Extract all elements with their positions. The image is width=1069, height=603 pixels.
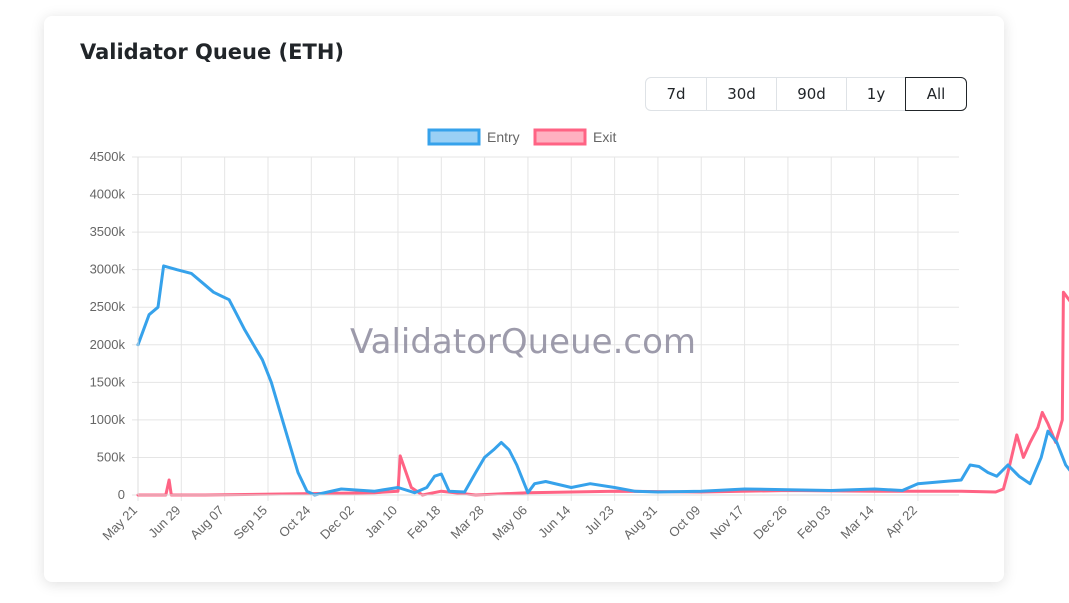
legend-label-exit: Exit (593, 129, 616, 145)
legend-item-exit[interactable]: Exit (533, 128, 616, 146)
range-90d-button[interactable]: 90d (776, 77, 847, 111)
legend-swatch-entry (427, 128, 481, 146)
legend: Entry Exit (427, 128, 616, 146)
range-1y-button[interactable]: 1y (846, 77, 906, 111)
range-30d-button[interactable]: 30d (706, 77, 777, 111)
card-title: Validator Queue (ETH) (80, 40, 344, 64)
range-all-button[interactable]: All (905, 77, 967, 111)
range-7d-button[interactable]: 7d (645, 77, 707, 111)
legend-label-entry: Entry (487, 129, 520, 145)
legend-swatch-exit (533, 128, 587, 146)
legend-item-entry[interactable]: Entry (427, 128, 520, 146)
time-range-selector: 7d 30d 90d 1y All (645, 77, 967, 111)
chart-card: Validator Queue (ETH) 7d 30d 90d 1y All (44, 16, 1004, 582)
